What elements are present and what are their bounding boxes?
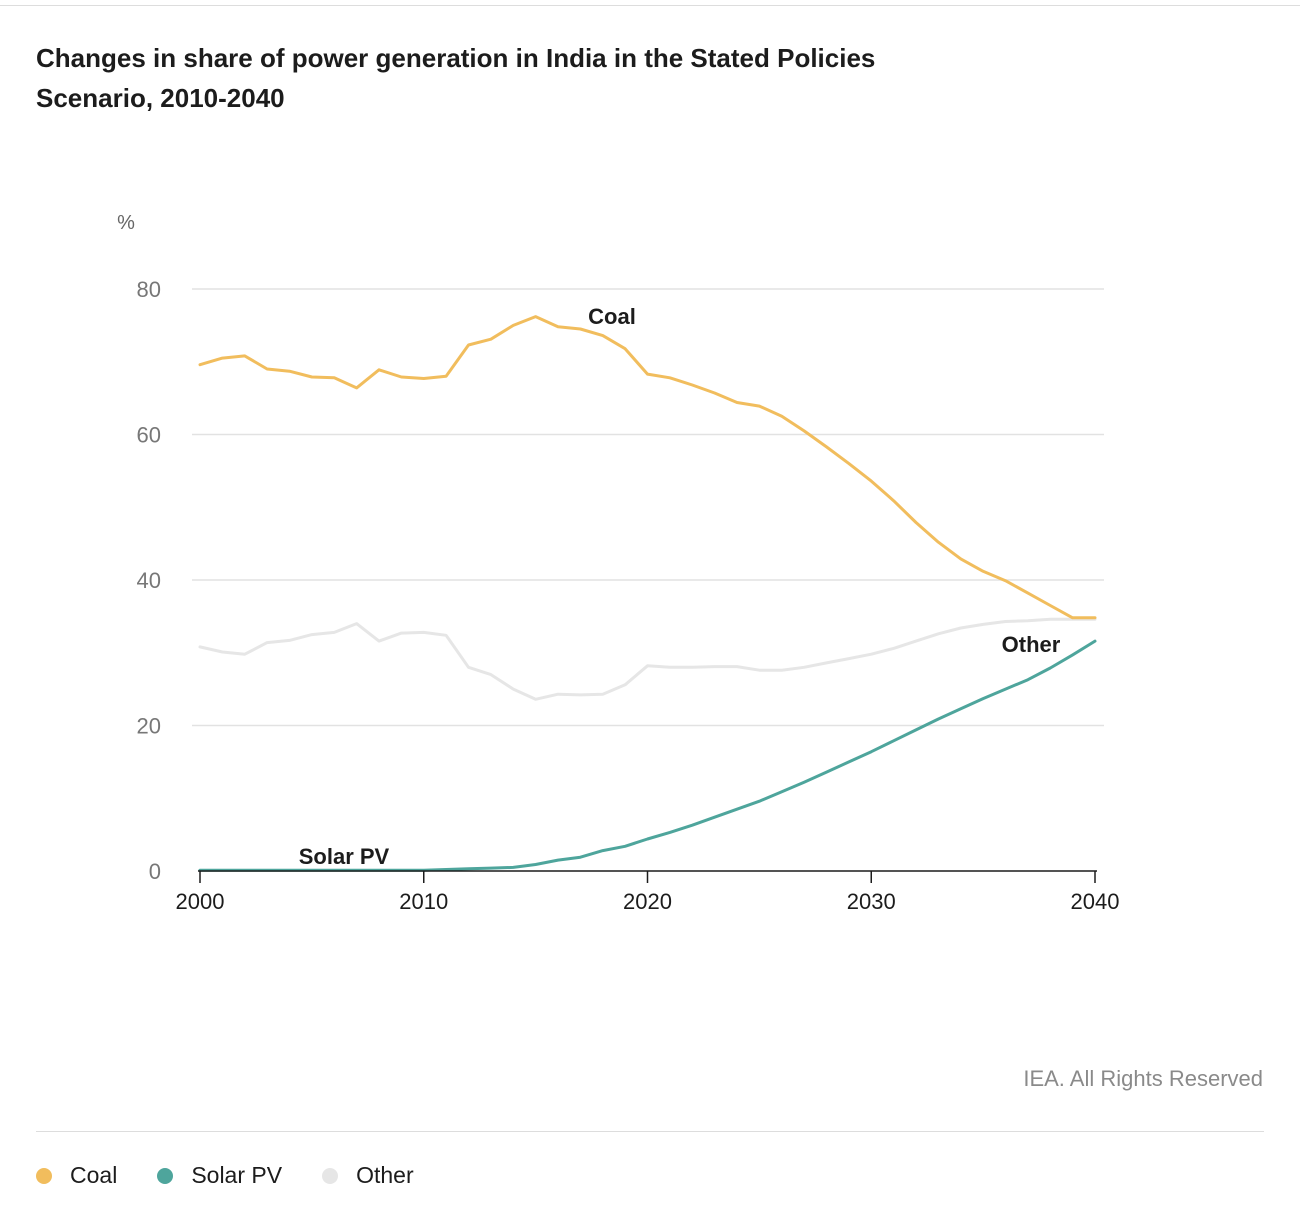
y-tick-label-40: 40 <box>137 568 161 593</box>
legend-label-solar-pv: Solar PV <box>191 1162 283 1188</box>
series-line-coal <box>198 315 1097 620</box>
x-tick-label-2000: 2000 <box>176 889 225 914</box>
series-line-other <box>198 617 1097 701</box>
y-tick-label-80: 80 <box>137 277 161 302</box>
series-label-solar: Solar PV <box>299 844 390 869</box>
series-label-coal: Coal <box>588 304 636 329</box>
y-tick-label-60: 60 <box>137 423 161 448</box>
legend-swatch-other <box>322 1167 339 1184</box>
series-label-other: Other <box>1002 632 1061 657</box>
y-tick-label-20: 20 <box>137 714 161 739</box>
legend-swatch-solar-pv <box>157 1167 174 1184</box>
legend-label-other: Other <box>356 1162 414 1188</box>
x-tick-label-2010: 2010 <box>399 889 448 914</box>
series-line-solar <box>198 639 1097 872</box>
chart-title: Changes in share of power generation in … <box>36 43 876 113</box>
credit-text: IEA. All Rights Reserved <box>1023 1066 1263 1091</box>
legend: Coal Solar PV Other <box>36 1162 454 1189</box>
bottom-divider <box>36 1131 1264 1132</box>
legend-swatch-coal <box>36 1167 52 1184</box>
y-axis-unit-label: % <box>117 212 135 234</box>
x-tick-label-2020: 2020 <box>623 889 672 914</box>
top-divider <box>0 5 1300 6</box>
legend-label-coal: Coal <box>70 1162 118 1188</box>
x-tick-label-2030: 2030 <box>847 889 896 914</box>
y-tick-label-0: 0 <box>149 859 161 884</box>
x-tick-label-2040: 2040 <box>1071 889 1120 914</box>
legend-item-solar-pv[interactable]: Solar PV <box>157 1162 282 1189</box>
legend-item-other[interactable]: Other <box>322 1162 414 1189</box>
legend-item-coal[interactable]: Coal <box>36 1162 117 1189</box>
